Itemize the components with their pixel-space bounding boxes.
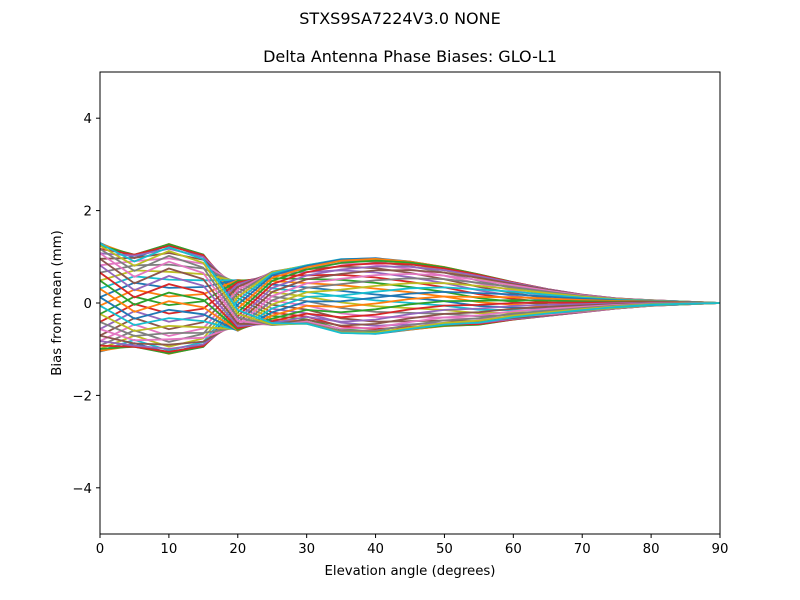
series-line [99,242,721,335]
x-tick-label: 70 [574,542,591,557]
data-lines [99,242,721,355]
y-axis-label: Bias from mean (mm) [50,230,65,376]
x-tick-label: 30 [298,542,315,557]
chart-title: Delta Antenna Phase Biases: GLO-L1 [263,47,557,66]
y-tick-label: 4 [84,112,92,127]
x-tick-label: 80 [643,542,660,557]
x-tick-label: 0 [96,542,104,557]
x-tick-label: 20 [229,542,246,557]
y-tick-label: −2 [72,389,92,404]
figure-suptitle: STXS9SA7224V3.0 NONE [299,9,501,28]
x-tick-label: 50 [436,542,453,557]
y-tick-label: −4 [72,482,92,497]
x-tick-label: 10 [160,542,177,557]
y-tick-label: 0 [84,297,92,312]
x-tick-label: 60 [505,542,522,557]
x-axis-ticks: 0 10 20 30 40 50 60 70 80 90 [96,534,729,557]
y-axis-ticks: −4 −2 0 2 4 [72,112,100,497]
x-axis-label: Elevation angle (degrees) [324,564,495,579]
x-tick-label: 90 [712,542,729,557]
y-tick-label: 2 [84,205,92,220]
x-tick-label: 40 [367,542,384,557]
